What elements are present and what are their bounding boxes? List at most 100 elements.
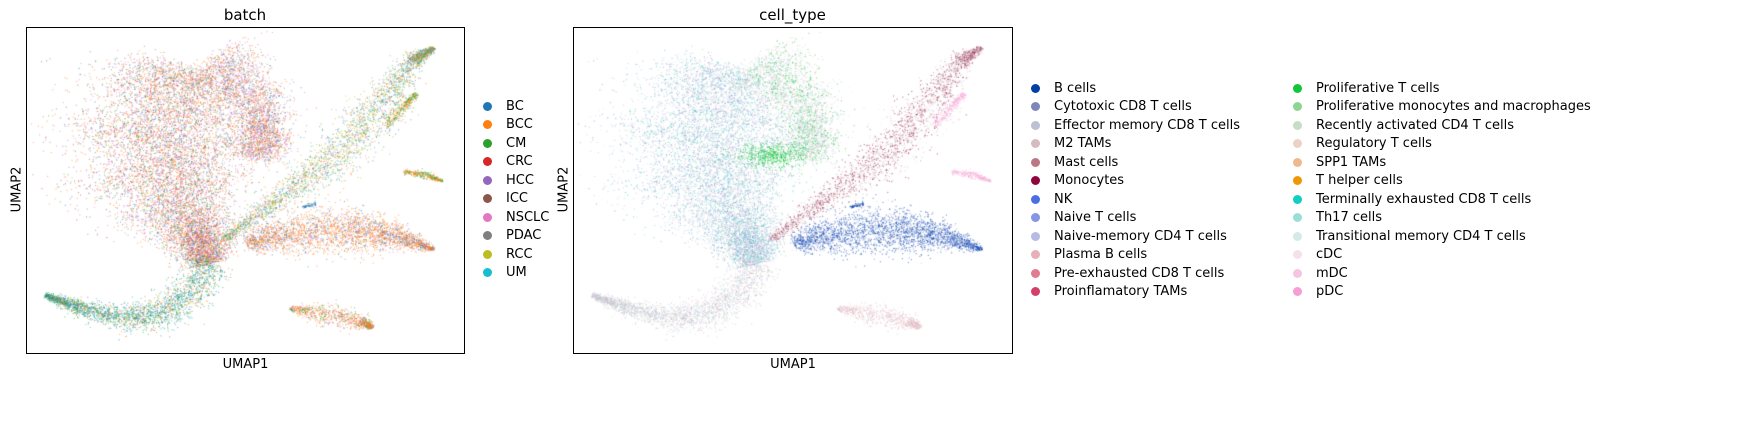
legend-marker [1293, 268, 1302, 278]
legend-label: ICC [506, 191, 528, 206]
legend-label: UM [506, 265, 527, 280]
legend-marker [1293, 120, 1302, 130]
legend-marker [483, 120, 492, 129]
legend-marker [1293, 157, 1302, 167]
legend-label: CRC [506, 154, 533, 169]
legend-label: Effector memory CD8 T cells [1054, 117, 1240, 133]
legend-marker [483, 231, 492, 240]
legend-marker [1031, 102, 1040, 111]
legend-label: Naive-memory CD4 T cells [1054, 228, 1227, 244]
legend-marker [1031, 157, 1040, 167]
legend-label: RCC [506, 246, 533, 262]
legend-label: Proliferative monocytes and macrophages [1316, 99, 1591, 114]
legend-item: Mast cells [1031, 153, 1118, 171]
legend-label: M2 TAMs [1054, 136, 1112, 151]
legend-marker [1293, 194, 1302, 204]
legend-marker [1031, 287, 1040, 296]
panel-title-batch: batch [223, 6, 267, 24]
legend-item: PDAC [483, 227, 541, 245]
scatter-plot-cell-type [573, 27, 1013, 354]
legend-marker [1031, 213, 1040, 222]
legend-marker [1031, 83, 1040, 93]
legend-marker [1293, 83, 1302, 93]
legend-item: cDC [1293, 246, 1342, 264]
legend-marker [1031, 120, 1040, 130]
legend-label: SPP1 TAMs [1316, 154, 1387, 170]
x-axis-label-batch: UMAP1 [222, 357, 269, 372]
legend-label: Cytotoxic CD8 T cells [1054, 99, 1192, 114]
legend-item: UM [483, 264, 527, 282]
legend-marker [1293, 231, 1302, 241]
legend-item: BC [483, 97, 524, 115]
legend-label: NSCLC [506, 209, 550, 225]
legend-item: Naive T cells [1031, 209, 1136, 227]
legend-label: Recently activated CD4 T cells [1316, 117, 1515, 133]
legend-item: Th17 cells [1293, 209, 1382, 227]
legend-marker [1293, 102, 1302, 111]
legend-marker [1293, 176, 1302, 185]
legend-label: Transitional memory CD4 T cells [1316, 228, 1526, 244]
legend-marker [483, 157, 492, 166]
legend-label: PDAC [506, 228, 542, 243]
legend-label: Regulatory T cells [1316, 136, 1432, 151]
legend-marker [483, 138, 492, 148]
legend-marker [1293, 213, 1302, 222]
legend-label: Naive T cells [1054, 210, 1137, 225]
legend-marker [483, 268, 492, 277]
legend-item: Terminally exhausted CD8 T cells [1293, 190, 1531, 208]
legend-label: Pre-exhausted CD8 T cells [1054, 265, 1225, 281]
scatter-points-cell-type [574, 28, 1012, 353]
legend-marker [1031, 194, 1040, 204]
legend-item: BCC [483, 116, 533, 134]
legend-item: Effector memory CD8 T cells [1031, 116, 1240, 134]
legend-label: pDC [1316, 284, 1344, 299]
panel-title-cell-type: cell_type [759, 6, 826, 24]
scatter-points-batch [27, 28, 464, 353]
legend-label: Proliferative T cells [1316, 80, 1440, 96]
x-axis-label-cell-type: UMAP1 [770, 357, 816, 372]
legend-item: Proliferative monocytes and macrophages [1293, 98, 1591, 116]
scatter-plot-batch [26, 27, 465, 354]
legend-item: Recently activated CD4 T cells [1293, 116, 1514, 134]
legend-label: Monocytes [1054, 173, 1125, 188]
legend-item: Plasma B cells [1031, 246, 1147, 264]
legend-item: CM [483, 134, 526, 152]
legend-item: T helper cells [1293, 172, 1403, 190]
y-axis-label-batch: UMAP2 [9, 166, 25, 213]
legend-item: Pre-exhausted CD8 T cells [1031, 264, 1224, 282]
legend-marker [483, 175, 492, 185]
legend-label: Proinflamatory TAMs [1054, 284, 1188, 299]
legend-item: NK [1031, 190, 1072, 208]
legend-item: Regulatory T cells [1293, 135, 1432, 153]
legend-item: Monocytes [1031, 172, 1124, 190]
legend-item: Cytotoxic CD8 T cells [1031, 98, 1192, 116]
legend-item: pDC [1293, 283, 1343, 301]
legend-item: ICC [483, 190, 528, 208]
legend-marker [1293, 287, 1302, 296]
legend-item: RCC [483, 245, 533, 263]
y-axis-label-cell-type: UMAP2 [556, 166, 572, 213]
legend-item: B cells [1031, 79, 1096, 97]
legend-marker [1031, 268, 1040, 278]
legend-marker [1293, 250, 1302, 259]
legend-marker [1293, 139, 1302, 148]
legend-label: Terminally exhausted CD8 T cells [1316, 191, 1532, 207]
legend-marker [483, 249, 492, 259]
legend-label: NK [1054, 191, 1073, 207]
legend-marker [483, 101, 492, 111]
legend-label: B cells [1054, 80, 1097, 96]
legend-label: Mast cells [1054, 154, 1119, 170]
legend-item: SPP1 TAMs [1293, 153, 1386, 171]
legend-label: T helper cells [1316, 173, 1403, 188]
legend-item: HCC [483, 171, 534, 189]
legend-label: HCC [506, 172, 534, 188]
legend-label: Plasma B cells [1054, 247, 1148, 262]
legend-marker [483, 212, 492, 222]
legend-item: CRC [483, 153, 533, 171]
legend-item: Naive-memory CD4 T cells [1031, 227, 1227, 245]
legend-item: Proliferative T cells [1293, 79, 1439, 97]
legend-marker [1031, 231, 1040, 241]
legend-marker [1031, 176, 1040, 185]
legend-marker [1031, 139, 1040, 148]
